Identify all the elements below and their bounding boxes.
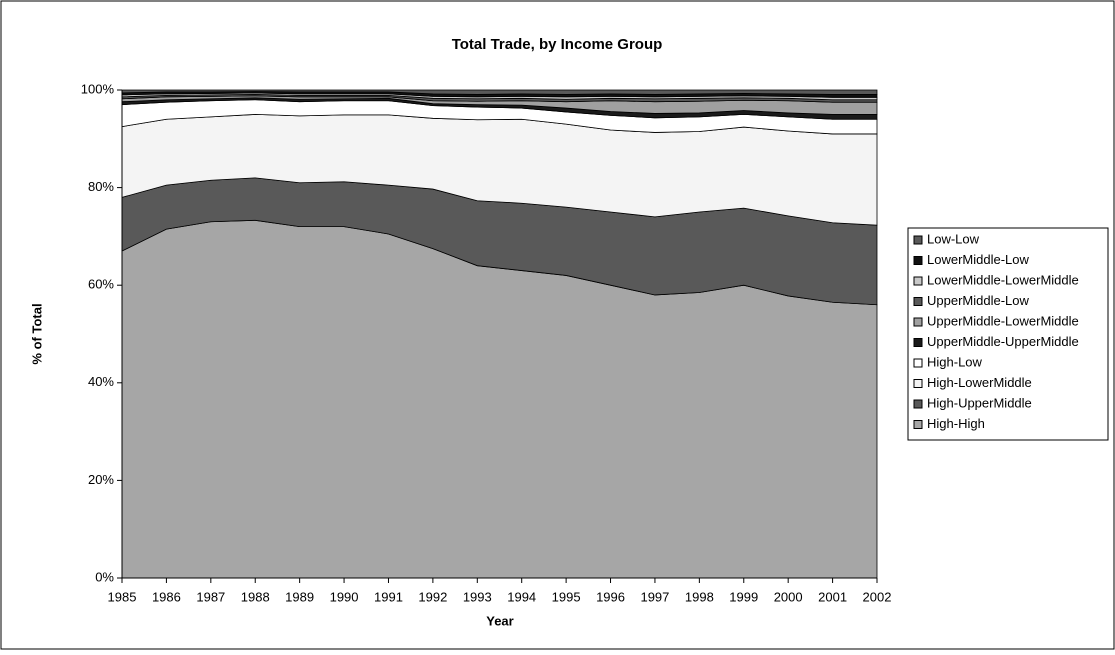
x-tick-label: 1985: [108, 589, 137, 604]
x-tick-label: 1994: [507, 589, 536, 604]
y-tick-label: 0%: [95, 569, 114, 584]
legend-swatch: [913, 297, 923, 306]
legend-label: UpperMiddle-LowerMiddle: [927, 313, 1079, 328]
legend-label: High-High: [927, 416, 985, 431]
legend-swatch: [913, 399, 923, 409]
legend-label: High-UpperMiddle: [927, 395, 1032, 410]
x-axis-label: Year: [486, 613, 513, 628]
x-tick-label: 1995: [552, 589, 581, 604]
x-tick-label: 1987: [196, 589, 225, 604]
legend-label: LowerMiddle-LowerMiddle: [927, 272, 1079, 287]
legend-swatch: [913, 256, 923, 265]
legend-swatch: [913, 420, 923, 429]
x-tick-label: 1998: [685, 589, 714, 604]
y-tick-label: 60%: [88, 277, 114, 292]
x-tick-label: 1993: [463, 589, 492, 604]
x-tick-label: 1999: [729, 589, 758, 604]
x-tick-label: 1990: [330, 589, 359, 604]
legend-label: High-Low: [927, 354, 983, 369]
chart-title: Total Trade, by Income Group: [452, 36, 663, 53]
x-tick-label: 1997: [640, 589, 669, 604]
legend-swatch: [913, 379, 923, 388]
legend-swatch: [913, 235, 923, 245]
x-tick-label: 1988: [241, 589, 270, 604]
legend-label: Low-Low: [927, 231, 980, 246]
x-tick-label: 1992: [418, 589, 447, 604]
y-tick-label: 40%: [88, 374, 114, 389]
legend-label: LowerMiddle-Low: [927, 252, 1029, 267]
legend-swatch: [913, 317, 923, 327]
area: [121, 89, 878, 95]
legend-label: UpperMiddle-Low: [927, 293, 1029, 308]
legend-label: High-LowerMiddle: [927, 375, 1032, 390]
legend-swatch: [913, 358, 923, 368]
x-tick-label: 2001: [818, 589, 847, 604]
legend-box: [907, 227, 1109, 441]
axes: 0% 20% 40% 60% 80% 100% 1985 1986 1987 1988 1989 19…: [81, 81, 892, 604]
legend-label: UpperMiddle-UpperMiddle: [927, 334, 1079, 349]
x-tick-label: 1986: [152, 589, 181, 604]
y-tick-label: 20%: [88, 472, 114, 487]
x-tick-label: 1996: [596, 589, 625, 604]
legend-swatch: [913, 276, 923, 286]
areas: [121, 89, 878, 579]
x-tick-label: 1989: [285, 589, 314, 604]
y-tick-label: 80%: [88, 179, 114, 194]
x-tick-label: 1991: [374, 589, 403, 604]
y-axis-label: % of Total: [29, 303, 44, 364]
x-tick-label: 2002: [863, 589, 892, 604]
x-tick-label: 2000: [774, 589, 803, 604]
y-tick-label: 100%: [81, 81, 115, 96]
legend-swatch: [913, 338, 923, 347]
